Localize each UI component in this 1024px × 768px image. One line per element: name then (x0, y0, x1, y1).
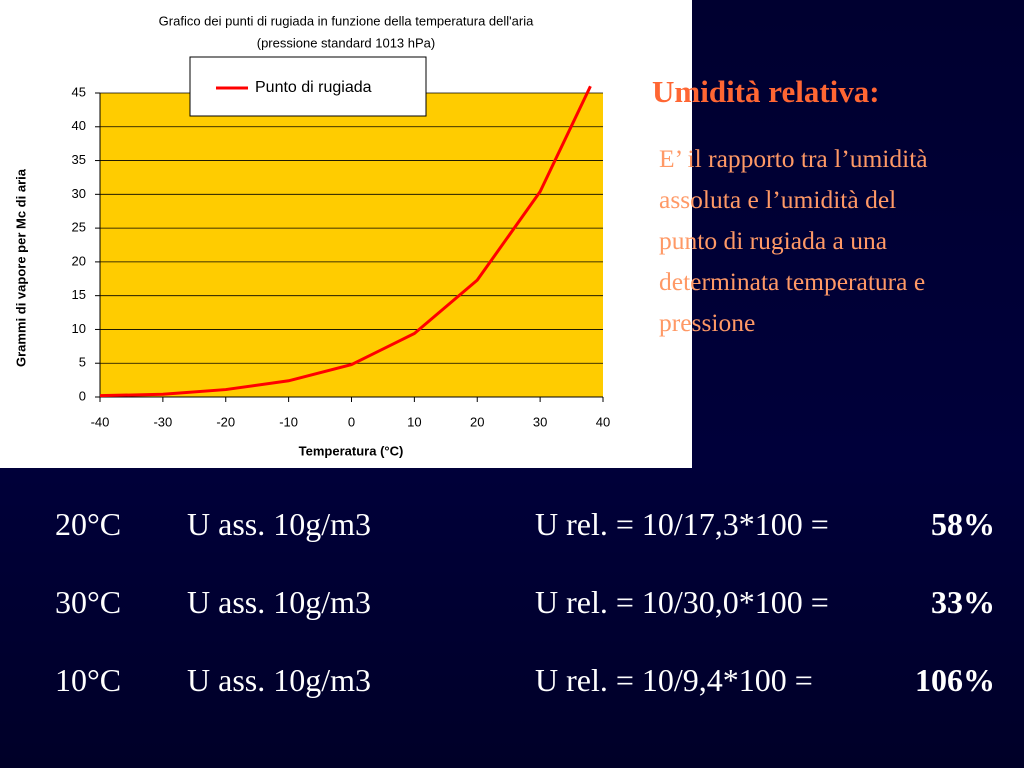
x-tick-label: 40 (596, 414, 610, 429)
x-tick-label: 0 (348, 414, 355, 429)
y-tick-label: 0 (79, 388, 86, 403)
y-axis-label: Grammi di vapore per Mc di aria (13, 168, 28, 367)
x-tick-label: -10 (279, 414, 298, 429)
plot-area (100, 93, 603, 397)
row: 20°C U ass. 10g/m3 U rel. = 10/17,3*100 = 5… (0, 506, 1024, 546)
row: 10°C U ass. 10g/m3 U rel. = 10/9,4*100 = 10… (0, 662, 1024, 702)
absolute-humidity: U ass. 10g/m3 (187, 506, 371, 542)
y-tick-label: 20 (72, 253, 86, 268)
temperature: 20°C (55, 506, 122, 542)
paragraph-line: assoluta e l’umidità del (659, 185, 897, 214)
y-tick-label: 10 (72, 321, 86, 336)
result: 33% (931, 584, 995, 620)
chart-title: Grafico dei punti di rugiada in funzione… (159, 13, 534, 28)
x-tick-label: -30 (153, 414, 172, 429)
row: 30°C U ass. 10g/m3 U rel. = 10/30,0*100 = 3… (0, 584, 1024, 624)
result: 106% (915, 662, 995, 698)
paragraph: E’ il rapporto tra l’umidità assoluta e l… (659, 138, 928, 343)
absolute-humidity: U ass. 10g/m3 (187, 662, 371, 698)
formula: U rel. = 10/17,3*100 = (535, 506, 829, 542)
formula: U rel. = 10/30,0*100 = (535, 584, 829, 620)
x-tick-label: -20 (216, 414, 235, 429)
y-tick-label: 45 (72, 84, 86, 99)
x-tick-label: 10 (407, 414, 421, 429)
paragraph-line: determinata temperatura e (659, 267, 926, 296)
y-tick-label: 25 (72, 220, 86, 235)
y-tick-label: 5 (79, 355, 86, 370)
paragraph-line: E’ il rapporto tra l’umidità (659, 144, 928, 173)
legend-label: Punto di rugiada (255, 79, 372, 96)
x-axis-label: Temperatura (°C) (299, 443, 404, 458)
absolute-humidity: U ass. 10g/m3 (187, 584, 371, 620)
result: 58% (931, 506, 995, 542)
y-tick-label: 15 (72, 287, 86, 302)
chart: Grafico dei punti di rugiada in funzione… (0, 0, 692, 468)
heading: Umidità relativa: (652, 74, 880, 109)
data-line (99, 85, 592, 398)
y-tick-label: 30 (72, 186, 86, 201)
chart-subtitle: (pressione standard 1013 hPa) (257, 35, 436, 50)
y-tick-label: 35 (72, 152, 86, 167)
x-tick-label: -40 (91, 414, 110, 429)
y-tick-label: 40 (72, 118, 86, 133)
formula: U rel. = 10/9,4*100 = (535, 662, 813, 698)
temperature: 10°C (55, 662, 122, 698)
paragraph-line: punto di rugiada a una (659, 226, 888, 255)
temperature: 30°C (55, 584, 122, 620)
paragraph-line: pressione (659, 308, 756, 337)
x-tick-label: 30 (533, 414, 547, 429)
x-tick-label: 20 (470, 414, 484, 429)
